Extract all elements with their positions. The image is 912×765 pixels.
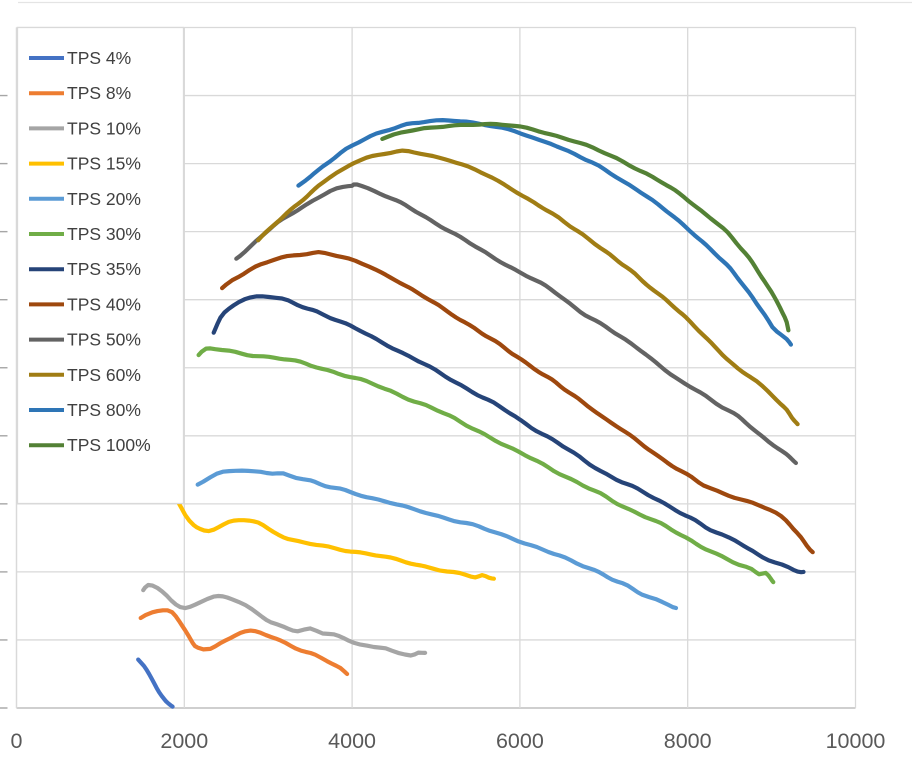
legend-item-tps-20: TPS 20% xyxy=(29,189,141,209)
x-axis-tick-label: 0 xyxy=(11,729,23,753)
legend-item-tps-40: TPS 40% xyxy=(29,294,141,314)
legend-label: TPS 4% xyxy=(67,48,131,68)
legend-label: TPS 8% xyxy=(67,83,131,103)
legend-label: TPS 30% xyxy=(67,224,141,244)
series-line-tps-40 xyxy=(220,250,815,555)
legend-item-tps-4: TPS 4% xyxy=(29,48,131,68)
series-lines xyxy=(136,118,815,709)
legend-label: TPS 100% xyxy=(67,435,151,455)
legend-label: TPS 60% xyxy=(67,365,141,385)
legend-item-tps-50: TPS 50% xyxy=(29,330,141,350)
series-line-tps-10 xyxy=(141,582,428,658)
legend-item-tps-15: TPS 15% xyxy=(29,154,141,174)
series-line-tps-15 xyxy=(176,500,496,581)
legend-label: TPS 40% xyxy=(67,294,141,314)
x-axis-labels: 0 2000 4000 6000 8000 10000 xyxy=(11,729,886,753)
legend-label: TPS 15% xyxy=(67,154,141,174)
legend-item-tps-80: TPS 80% xyxy=(29,400,141,420)
x-axis-tick-label: 8000 xyxy=(664,729,712,753)
x-axis-tick-label: 6000 xyxy=(496,729,544,753)
series-line-tps-60 xyxy=(256,148,800,427)
legend-label: TPS 35% xyxy=(67,259,141,279)
legend-item-tps-30: TPS 30% xyxy=(29,224,141,244)
series-line-tps-30 xyxy=(196,346,776,585)
x-axis-tick-label: 4000 xyxy=(328,729,376,753)
x-axis-tick-label: 10000 xyxy=(826,729,886,753)
x-axis-tick-label: 2000 xyxy=(160,729,208,753)
series-line-tps-100 xyxy=(380,121,791,333)
legend-label: TPS 10% xyxy=(67,118,141,138)
series-line-tps-80 xyxy=(296,118,793,347)
legend-box xyxy=(16,26,185,505)
legend-item-tps-60: TPS 60% xyxy=(29,365,141,385)
legend-item-tps-8: TPS 8% xyxy=(29,83,131,103)
legend-item-tps-35: TPS 35% xyxy=(29,259,141,279)
series-line-tps-20 xyxy=(195,468,679,611)
legend-item-tps-100: TPS 100% xyxy=(29,435,151,455)
series-line-tps-50 xyxy=(234,182,798,466)
series-line-tps-4 xyxy=(136,657,175,709)
legend-label: TPS 80% xyxy=(67,400,141,420)
legend-label: TPS 50% xyxy=(67,330,141,350)
legend: TPS 4% TPS 8% TPS 10% TPS 15% TPS 20% TPS 30%… xyxy=(16,26,185,505)
series-line-tps-8 xyxy=(138,608,350,677)
series-line-tps-35 xyxy=(211,294,806,575)
legend-label: TPS 20% xyxy=(67,189,141,209)
legend-item-tps-10: TPS 10% xyxy=(29,118,141,138)
